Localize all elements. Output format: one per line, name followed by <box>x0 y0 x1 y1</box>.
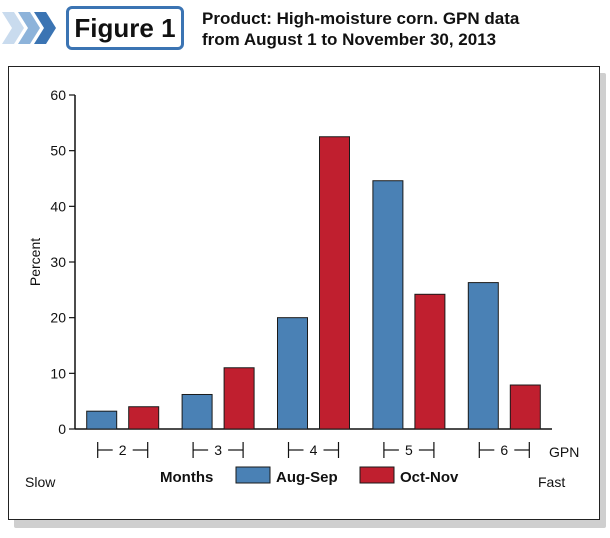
bar-aug-sep <box>86 410 118 430</box>
gpn-label: GPN <box>549 444 579 460</box>
legend-label: Oct-Nov <box>400 469 459 486</box>
bar-oct-nov <box>319 136 350 430</box>
y-tick-label: 40 <box>50 198 66 214</box>
y-tick-label: 20 <box>50 310 66 326</box>
bar-aug-sep <box>181 393 213 430</box>
y-tick-label: 60 <box>50 87 66 103</box>
bar-oct-nov <box>223 367 255 430</box>
bar-oct-nov <box>414 293 446 430</box>
legend-swatch <box>235 466 271 484</box>
slow-label: Slow <box>25 474 56 490</box>
bar-oct-nov <box>509 384 541 430</box>
x-axis-label: Months <box>160 469 213 486</box>
category-tick-label: 2 <box>119 442 127 458</box>
figure-title: Product: High-moisture corn. GPN data fr… <box>202 9 520 49</box>
y-tick-label: 10 <box>50 365 66 381</box>
bar-oct-nov <box>128 406 160 430</box>
y-tick-label: 50 <box>50 143 66 159</box>
category-tick-label: 4 <box>310 442 318 458</box>
chevron-arrows-icon <box>2 12 56 44</box>
bar-aug-sep <box>467 282 499 430</box>
category-tick-label: 5 <box>405 442 413 458</box>
category-tick-label: 3 <box>214 442 222 458</box>
category-tick-label: 6 <box>500 442 508 458</box>
y-tick-label: 30 <box>50 254 66 270</box>
y-axis-label: Percent <box>27 238 43 286</box>
chart-panel <box>8 66 600 520</box>
fast-label: Fast <box>538 474 565 490</box>
legend-label: Aug-Sep <box>276 469 338 486</box>
bar-aug-sep <box>277 317 308 430</box>
legend-swatch <box>359 466 395 484</box>
y-tick-label: 0 <box>58 421 66 437</box>
bar-aug-sep <box>372 180 404 430</box>
figure-badge: Figure 1 <box>66 6 184 50</box>
